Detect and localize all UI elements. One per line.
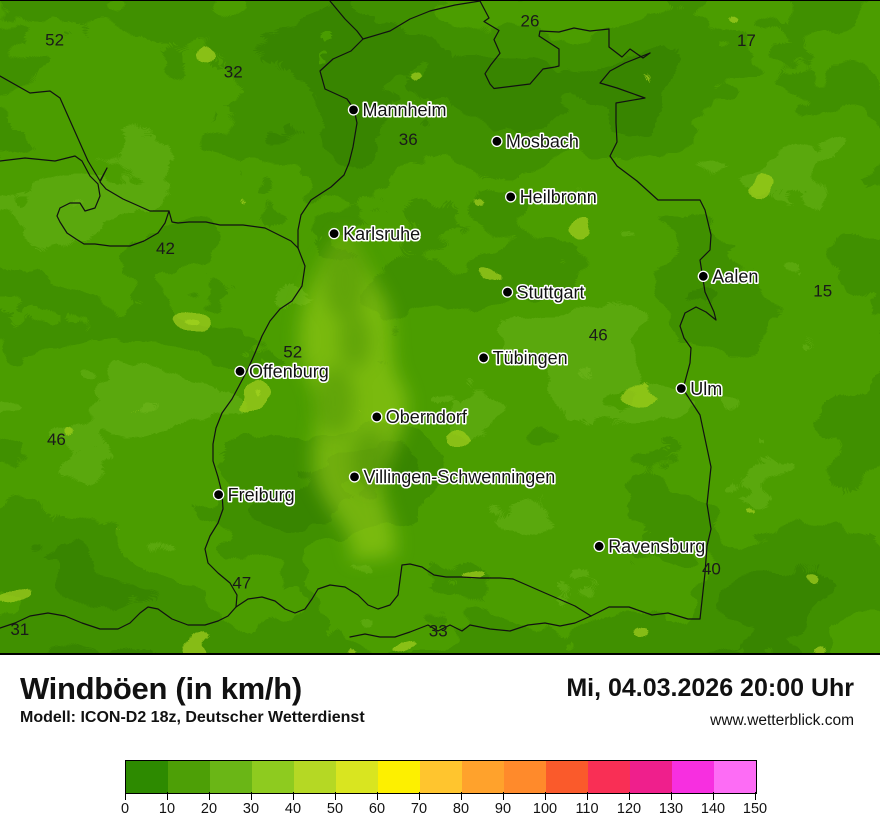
svg-text:17: 17 <box>737 31 756 50</box>
svg-text:Oberndorf: Oberndorf <box>386 407 468 427</box>
svg-text:31: 31 <box>10 620 29 639</box>
svg-text:26: 26 <box>521 12 540 31</box>
svg-text:Freiburg: Freiburg <box>228 485 295 505</box>
svg-text:47: 47 <box>232 573 251 592</box>
svg-text:Offenburg: Offenburg <box>249 362 329 382</box>
svg-text:Ulm: Ulm <box>690 379 722 399</box>
svg-text:Mosbach: Mosbach <box>506 132 579 152</box>
svg-text:40: 40 <box>702 560 721 579</box>
svg-text:33: 33 <box>429 621 448 640</box>
svg-text:36: 36 <box>399 130 418 149</box>
svg-text:42: 42 <box>156 239 175 258</box>
svg-text:52: 52 <box>45 30 64 49</box>
svg-text:Stuttgart: Stuttgart <box>517 282 585 302</box>
svg-text:32: 32 <box>224 63 243 82</box>
svg-text:Mannheim: Mannheim <box>363 100 447 120</box>
svg-text:46: 46 <box>589 326 608 345</box>
svg-text:46: 46 <box>47 430 66 449</box>
svg-text:Heilbronn: Heilbronn <box>520 187 597 207</box>
svg-text:15: 15 <box>813 281 832 300</box>
svg-text:Karlsruhe: Karlsruhe <box>343 224 420 244</box>
svg-text:Aalen: Aalen <box>712 267 758 287</box>
svg-text:Ravensburg: Ravensburg <box>608 537 705 557</box>
svg-text:52: 52 <box>283 343 302 362</box>
svg-text:Villingen-Schwenningen: Villingen-Schwenningen <box>364 467 556 487</box>
svg-text:Tübingen: Tübingen <box>493 348 568 368</box>
